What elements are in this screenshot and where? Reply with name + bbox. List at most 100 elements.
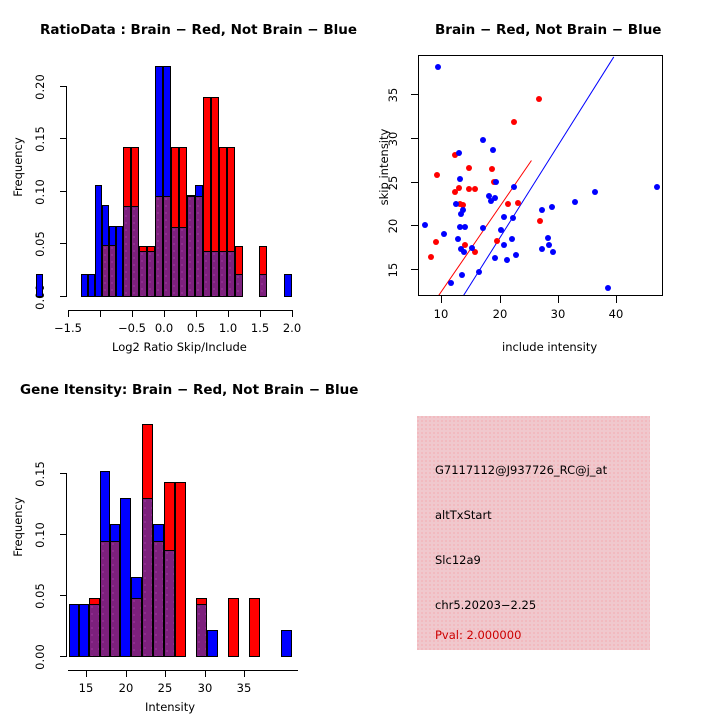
bar-red xyxy=(228,598,239,657)
bar-blue xyxy=(116,226,123,297)
scatter-point-blue xyxy=(460,207,466,213)
ratio-hist-xlabel: Log2 Ratio Skip/Include xyxy=(112,340,247,354)
gene-hist-ytick-0 xyxy=(60,656,67,657)
gene-hist-bars xyxy=(0,360,360,720)
ratio-hist-xtick-4 xyxy=(196,310,197,317)
scatter-xticklabel-30: 30 xyxy=(550,307,566,321)
ratio-hist-xticklabel-7: 2.0 xyxy=(282,321,302,335)
scatter-point-red xyxy=(472,186,478,192)
panel-gene-intensity-histogram: Gene Itensity: Brain − Red, Not Brain − … xyxy=(0,360,360,720)
gene-hist-xtick-25 xyxy=(165,670,166,677)
bar-purple xyxy=(131,206,139,297)
gene-hist-x-axis xyxy=(68,670,298,671)
bar-purple xyxy=(219,251,227,297)
bar-purple xyxy=(89,604,100,657)
ratio-hist-xticklabel-4: 0.5 xyxy=(186,321,206,335)
info-pval: Pval: 2.000000 xyxy=(435,628,522,642)
bar-blue xyxy=(69,604,79,657)
info-probe-id: G7117112@J937726_RC@j_at xyxy=(435,463,608,477)
scatter-point-blue xyxy=(458,211,464,217)
scatter-point-blue xyxy=(435,64,441,70)
scatter-point-blue xyxy=(513,252,519,258)
ratio-hist-bars xyxy=(0,0,360,360)
scatter-ytick-15 xyxy=(411,269,418,270)
scatter-point-blue xyxy=(453,201,459,207)
scatter-point-blue xyxy=(572,199,578,205)
scatter-point-blue xyxy=(456,150,462,156)
bar-blue xyxy=(284,274,292,297)
scatter-point-red xyxy=(452,152,458,158)
bar-purple xyxy=(142,498,153,657)
scatter-point-blue xyxy=(480,137,486,143)
scatter-point-blue xyxy=(448,280,454,286)
scatter-point-blue xyxy=(504,257,510,263)
scatter-point-red xyxy=(515,200,521,206)
scatter-point-red xyxy=(466,186,472,192)
bar-blue xyxy=(207,630,218,657)
scatter-point-blue xyxy=(459,272,465,278)
scatter-xticklabel-40: 40 xyxy=(608,307,624,321)
scatter-point-blue xyxy=(539,207,545,213)
bar-purple xyxy=(100,541,110,657)
gene-hist-xtick-30 xyxy=(205,670,206,677)
bar-purple xyxy=(187,196,195,297)
scatter-yticklabel-30: 30 xyxy=(386,131,400,147)
bar-purple xyxy=(179,227,187,297)
scatter-yticklabel-35: 35 xyxy=(386,87,400,103)
ratio-hist-xticklabel-5: 1.0 xyxy=(218,321,238,335)
gene-hist-xtick-20 xyxy=(126,670,127,677)
scatter-point-blue xyxy=(509,236,515,242)
bar-purple xyxy=(164,550,175,657)
bar-purple xyxy=(155,196,163,297)
panel-ratio-histogram: RatioData : Brain − Red, Not Brain − Blu… xyxy=(0,0,360,360)
scatter-point-blue xyxy=(539,246,545,252)
ratio-hist-xtick-1 xyxy=(100,310,101,317)
scatter-xtick-20 xyxy=(500,296,501,303)
bar-blue xyxy=(79,604,89,657)
bar-purple xyxy=(196,604,207,657)
scatter-point-red xyxy=(494,238,500,244)
bar-purple xyxy=(123,206,131,297)
panel-info: G7117112@J937726_RC@j_at altTxStart Slc1… xyxy=(360,360,720,720)
scatter-point-blue xyxy=(492,195,498,201)
scatter-xlabel: include intensity xyxy=(502,340,598,354)
ratio-hist-xtick-0 xyxy=(68,310,69,317)
bar-blue xyxy=(95,185,102,297)
not-brain-fit-line xyxy=(461,56,614,295)
scatter-point-red xyxy=(452,189,458,195)
ratio-hist-xtick-7 xyxy=(292,310,293,317)
info-locus: chr5.20203−2.25 xyxy=(435,598,537,612)
scatter-point-blue xyxy=(422,222,428,228)
info-gene-symbol: Slc12a9 xyxy=(435,553,481,567)
scatter-point-red xyxy=(462,242,468,248)
scatter-point-red xyxy=(456,185,462,191)
ratio-hist-title: RatioData : Brain − Red, Not Brain − Blu… xyxy=(40,22,358,38)
scatter-title: Brain − Red, Not Brain − Blue xyxy=(435,22,662,38)
gene-hist-xticklabel-15: 15 xyxy=(78,681,94,695)
bar-blue xyxy=(36,274,43,297)
scatter-point-blue xyxy=(490,147,496,153)
scatter-point-blue xyxy=(605,285,611,291)
gene-hist-xticklabel-35: 35 xyxy=(236,681,252,695)
panel-intensity-scatter: Brain − Red, Not Brain − Blue skip inten… xyxy=(360,0,720,360)
scatter-xtick-30 xyxy=(558,296,559,303)
bar-purple xyxy=(110,541,120,657)
bar-purple xyxy=(153,541,164,657)
bar-purple xyxy=(139,251,147,297)
scatter-point-red xyxy=(536,96,542,102)
scatter-point-blue xyxy=(488,198,494,204)
ratio-hist-xticklabel-0: −1.5 xyxy=(54,321,82,335)
scatter-yticklabel-20: 20 xyxy=(386,218,400,234)
scatter-point-red xyxy=(434,172,440,178)
bar-purple xyxy=(163,196,171,297)
scatter-point-blue xyxy=(493,179,499,185)
bar-purple xyxy=(227,251,235,297)
scatter-point-blue xyxy=(480,225,486,231)
bar-purple xyxy=(203,251,211,297)
scatter-yticklabel-15: 15 xyxy=(386,262,400,278)
scatter-yticklabel-25: 25 xyxy=(386,175,400,191)
bar-purple xyxy=(235,274,243,297)
info-event-type: altTxStart xyxy=(435,508,492,522)
bar-blue xyxy=(81,274,88,297)
